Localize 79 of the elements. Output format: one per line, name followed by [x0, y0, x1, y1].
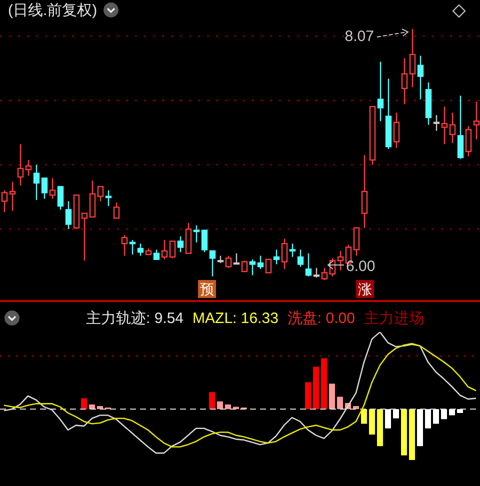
candlestick: [305, 252, 312, 277]
candlestick: [113, 202, 120, 219]
candlestick: [9, 181, 16, 212]
bar: [441, 409, 447, 420]
candlestick: [353, 227, 360, 256]
text: 涨: [356, 280, 374, 298]
bar: [361, 409, 367, 424]
candlestick: [121, 234, 128, 256]
candlestick: [25, 159, 32, 176]
bar: [81, 398, 87, 410]
bar: [417, 409, 423, 446]
bar: [409, 409, 415, 460]
candlestick: [249, 258, 256, 276]
candlestick: [393, 112, 400, 148]
candlestick: [169, 240, 176, 259]
chart-title: (日线.前复权): [8, 0, 98, 20]
candlestick: [89, 180, 96, 218]
candlestick: [449, 112, 456, 144]
text: MAZL: 16.33: [192, 310, 278, 326]
text: 洗盘: 0.00: [287, 308, 355, 328]
candlestick: [105, 190, 112, 207]
candlestick: [161, 239, 168, 260]
candlestick: [257, 255, 264, 270]
candlestick: [273, 249, 280, 265]
candlestick: [289, 243, 296, 258]
candlestick: [297, 249, 304, 268]
candlestick: [241, 260, 248, 272]
candlestick: [33, 164, 40, 201]
bar: [449, 409, 455, 416]
candlestick: [201, 230, 208, 253]
candlestick: [361, 154, 368, 228]
candlestick: [409, 29, 416, 88]
candlestick: [49, 178, 56, 200]
bar: [329, 384, 335, 410]
candlestick: [193, 224, 200, 244]
bar: [457, 409, 463, 413]
bar: [401, 409, 407, 456]
bar: [393, 409, 399, 418]
candlestick: [233, 252, 240, 265]
bar: [433, 409, 439, 424]
candlestick: [457, 95, 464, 160]
bar: [313, 366, 319, 410]
bar: [377, 409, 383, 446]
candlestick: [177, 236, 184, 253]
candlestick: [337, 250, 344, 271]
bar: [337, 396, 343, 410]
candlestick: [401, 58, 408, 105]
candlestick: [225, 255, 232, 268]
bar: [385, 409, 391, 428]
bar: [225, 404, 231, 410]
candlestick: [265, 258, 272, 274]
candlestick: [137, 243, 144, 256]
candlestick: [465, 125, 472, 157]
candlestick: [441, 106, 448, 145]
candlestick: [41, 178, 48, 200]
candlestick: [321, 267, 328, 280]
candlestick: [57, 186, 64, 210]
annotation: 6.00: [346, 258, 376, 275]
text: 主力轨迹: 9.54: [86, 308, 184, 328]
candlestick: [417, 55, 424, 100]
bar: [369, 409, 375, 435]
candlestick: [81, 212, 88, 262]
candlestick: [433, 114, 440, 132]
annotation: 8.07: [344, 28, 374, 45]
candlestick: [313, 267, 320, 278]
candlestick: [281, 238, 288, 270]
candlestick: [97, 186, 104, 202]
text: 预: [198, 280, 216, 298]
candlestick: [153, 249, 160, 260]
candlestick: [377, 61, 384, 122]
candlestick: [17, 144, 24, 186]
bar: [305, 382, 311, 410]
bar: [209, 392, 215, 410]
candlestick: [209, 250, 216, 277]
bar: [217, 401, 223, 410]
bar: [425, 409, 431, 428]
candlestick: [65, 200, 72, 230]
bar: [321, 358, 327, 410]
text: 主力进场: [364, 308, 424, 328]
